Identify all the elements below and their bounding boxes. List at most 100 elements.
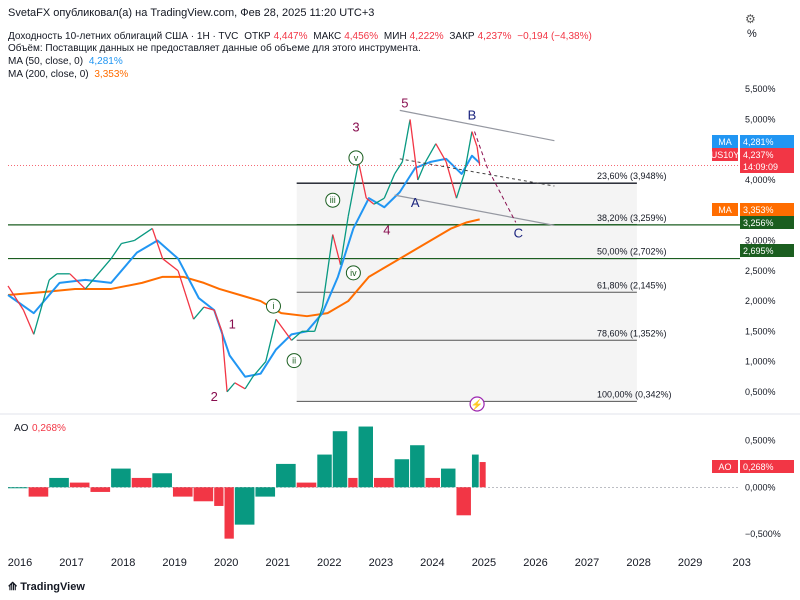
price-segment — [471, 131, 478, 147]
ao-bar — [410, 445, 425, 488]
settings-icon[interactable]: ⚙ — [745, 12, 756, 26]
price-segment — [162, 258, 179, 272]
ao-bar — [456, 487, 471, 516]
ao-bar — [69, 482, 90, 488]
price-segment — [339, 216, 349, 265]
publisher-line: SvetaFX опубликовал(а) на TradingView.co… — [8, 7, 377, 19]
symbol-line: Доходность 10-летних облигаций США · 1H … — [8, 31, 595, 42]
price-segment — [365, 197, 375, 205]
ao-bar — [296, 482, 317, 488]
channel-lines — [8, 109, 740, 226]
price-segment — [203, 306, 215, 311]
ma50-tag-chip — [712, 135, 738, 148]
price-tick-label: 1,000% — [745, 357, 776, 367]
price-segment — [357, 161, 367, 199]
ao-tick-label: 0,500% — [745, 436, 776, 446]
price-axis: 5,500%5,000%4,500%4,000%3,500%3,000%2,50… — [745, 84, 776, 397]
price-segment — [332, 234, 342, 265]
wave-label: i — [272, 301, 274, 311]
ao-bar — [111, 468, 131, 488]
ao-tick-label: 0,000% — [745, 482, 776, 492]
footer-text: TradingView — [20, 581, 85, 593]
ao-bar — [28, 487, 49, 497]
ao-bar — [441, 468, 456, 488]
price-segment — [265, 319, 277, 362]
price-segment — [455, 173, 465, 199]
price-segment — [221, 331, 228, 392]
wave-marker-circle — [325, 192, 341, 208]
time-tick-label: 2017 — [59, 557, 83, 569]
ao-value: 0,268% — [32, 423, 66, 434]
ao-bar — [49, 477, 69, 488]
time-tick-label: 2024 — [420, 557, 444, 569]
price-segment — [252, 361, 267, 378]
ao-bar — [214, 487, 224, 506]
time-tick-label: 2021 — [266, 557, 290, 569]
price-segment — [409, 119, 419, 181]
price-segment — [463, 131, 473, 175]
change-value: −0,194 (−4,38%) — [517, 31, 592, 42]
ao-bar — [358, 426, 373, 488]
ma200-tag-chip-label: MA — [718, 205, 732, 215]
price-segment — [383, 173, 396, 199]
ao-tag-chip-label: AO — [718, 462, 731, 472]
volume-note: Объём: Поставщик данных не предоставляет… — [8, 43, 424, 54]
ao-panel: AO 0,268% 0,500% 0,000% −0,500% — [0, 413, 800, 539]
close-label: ЗАКР — [449, 31, 475, 42]
ao-tag-box — [740, 460, 794, 473]
price-segment — [177, 270, 195, 320]
projection-path — [474, 131, 517, 223]
channel-upper — [399, 109, 555, 142]
ma50-legend-value: 4,281% — [88, 56, 123, 67]
price-segment — [193, 306, 205, 320]
lightning-icon — [469, 396, 485, 412]
wave-label: iv — [350, 268, 357, 278]
countdown-value: 14:09:09 — [743, 162, 778, 172]
ao-bar — [234, 487, 255, 525]
price-segment — [121, 239, 135, 245]
price-segment — [151, 228, 164, 259]
wave-label: C — [514, 226, 523, 241]
price-segment — [226, 382, 236, 393]
ma50-legend[interactable]: MA (50, close, 0) 4,281% — [8, 56, 126, 67]
price-segment — [401, 119, 411, 162]
ao-tick-label: −0,500% — [745, 529, 781, 539]
channel-mid — [399, 158, 555, 187]
price-segment — [48, 273, 58, 281]
symbol-title: Доходность 10-летних облигаций США · 1H … — [8, 31, 239, 42]
price-tick-label: 1,500% — [745, 326, 776, 336]
ao-bar — [8, 487, 28, 489]
price-tick-label: 3,000% — [745, 236, 776, 246]
price-segment — [373, 197, 385, 205]
ma50-legend-label: MA (50, close, 0) — [8, 56, 84, 67]
ma200-tag-box — [740, 203, 794, 216]
time-tick-label: 2016 — [8, 557, 32, 569]
ao-tag-chip — [712, 460, 738, 473]
time-tick-label: 2019 — [162, 557, 186, 569]
high-value: 4,456% — [344, 31, 379, 42]
fib-level-label: 38,20% (3,259%) — [597, 213, 667, 223]
axis-unit-label: % — [747, 28, 757, 40]
ma200-legend[interactable]: MA (200, close, 0) 3,353% — [8, 69, 131, 80]
ao-bar — [479, 462, 486, 488]
tradingview-logo: ⟰ TradingView — [8, 580, 85, 593]
publisher-text: SvetaFX опубликовал(а) на TradingView.co… — [8, 7, 375, 19]
fib-level-label: 78,60% (1,352%) — [597, 328, 667, 338]
price-segment — [84, 276, 97, 290]
ao-bar — [172, 487, 193, 497]
ma50-tag-chip-label: MA — [718, 137, 732, 147]
wave-marker-circle — [345, 265, 361, 281]
price-tick-label: 0,500% — [745, 387, 776, 397]
time-tick-label: 2018 — [111, 557, 135, 569]
price-segment — [321, 234, 334, 308]
ao-bar — [193, 487, 214, 502]
time-tick-label: 2028 — [626, 557, 650, 569]
ma200-legend-value: 3,353% — [94, 69, 129, 80]
fib-level-label: 50,00% (2,702%) — [597, 247, 667, 257]
wave-label: 3 — [352, 120, 359, 135]
price-segment — [347, 161, 360, 217]
ao-bar — [332, 431, 348, 488]
price-segment — [445, 161, 458, 199]
ma50-line — [7, 154, 481, 378]
